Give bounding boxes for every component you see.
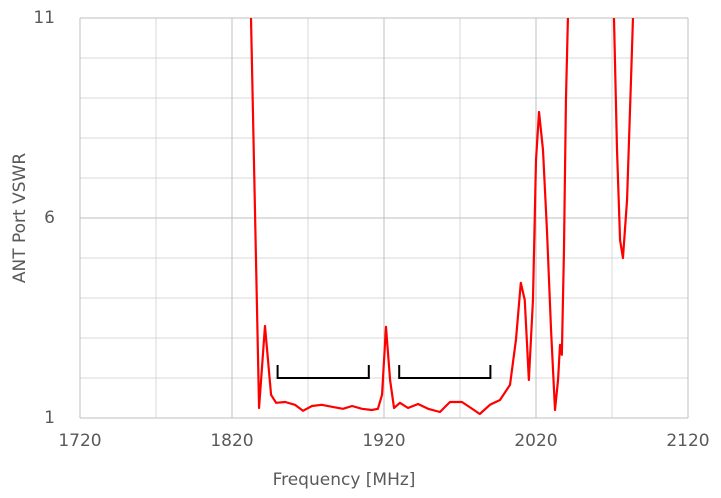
x-tick-label: 1920	[362, 431, 405, 451]
x-axis-label: Frequency [MHz]	[273, 470, 416, 490]
data-line	[249, 18, 635, 416]
plot-area	[249, 18, 635, 416]
band-bracket	[276, 365, 370, 379]
band-bracket	[398, 365, 492, 379]
x-tick-label: 2120	[666, 431, 709, 451]
x-tick-label: 1720	[58, 431, 101, 451]
y-axis-label: ANT Port VSWR	[10, 153, 30, 283]
y-tick-label: 1	[44, 408, 55, 428]
x-tick-label: 2020	[514, 431, 557, 451]
y-tick-label: 6	[44, 208, 55, 228]
y-tick-label: 11	[33, 8, 55, 28]
x-tick-label: 1820	[210, 431, 253, 451]
